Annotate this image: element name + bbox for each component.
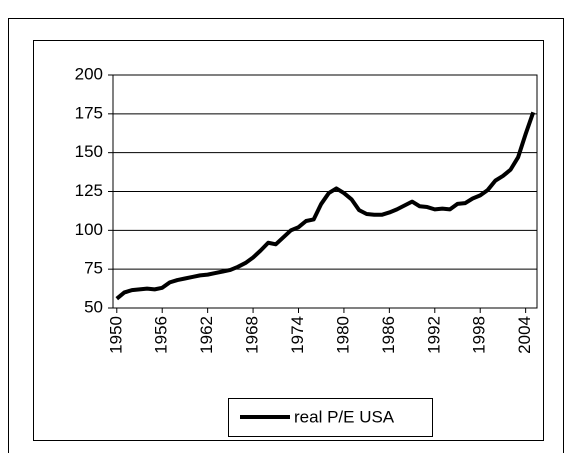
x-tick-label: 1992 <box>424 316 443 354</box>
x-tick-label: 1980 <box>333 316 352 354</box>
legend-label: real P/E USA <box>294 407 395 426</box>
y-tick-label: 150 <box>75 142 103 161</box>
chart-area <box>33 40 544 441</box>
y-tick-label: 125 <box>75 181 103 200</box>
y-tick-label: 75 <box>84 259 103 278</box>
x-tick-label: 2004 <box>515 316 534 354</box>
x-tick-label: 1974 <box>288 316 307 354</box>
x-tick-label: 1986 <box>379 316 398 354</box>
x-tick-label: 1962 <box>197 316 216 354</box>
y-tick-label: 175 <box>75 103 103 122</box>
data-line <box>115 111 536 301</box>
y-tick-label: 200 <box>75 64 103 83</box>
x-tick-label: 1968 <box>243 316 262 354</box>
x-tick-label: 1998 <box>470 316 489 354</box>
x-tick-label: 1950 <box>106 316 125 354</box>
y-tick-label: 50 <box>84 297 103 316</box>
y-tick-label: 100 <box>75 220 103 239</box>
x-tick-label: 1956 <box>152 316 171 354</box>
outer-frame <box>8 18 564 453</box>
